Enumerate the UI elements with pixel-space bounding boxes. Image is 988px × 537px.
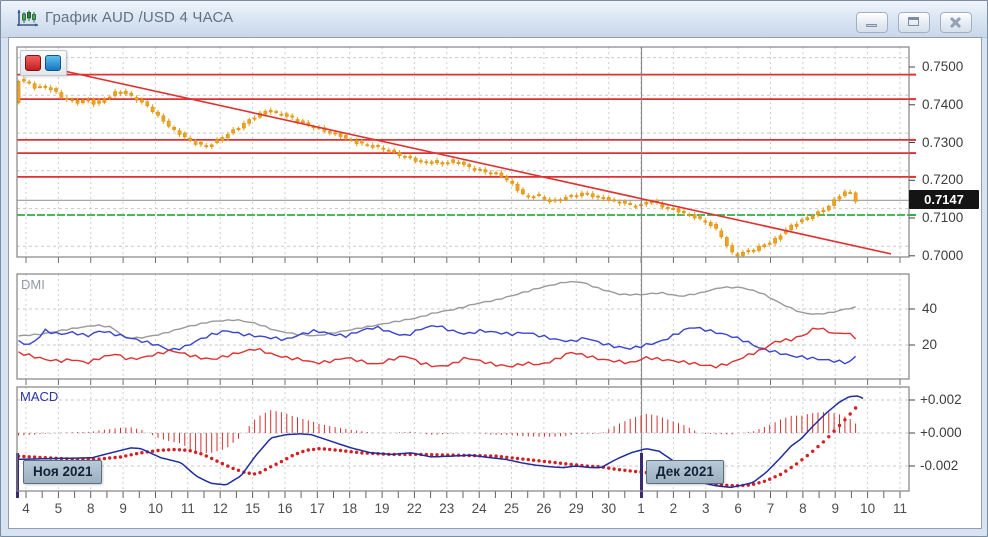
date-label: 8: [86, 501, 95, 516]
date-label: 6: [734, 501, 742, 516]
date-label: 15: [245, 501, 261, 516]
date-label: 12: [212, 501, 228, 516]
price-axis-label: 0.7500: [922, 59, 964, 74]
red-marker-button[interactable]: [25, 55, 41, 71]
price-axis-label: 0.7200: [922, 172, 964, 188]
close-button[interactable]: [940, 12, 972, 33]
date-label: 8: [799, 501, 807, 516]
chart-client-area: [8, 37, 982, 529]
window-title: График AUD /USD 4 ЧАСА: [45, 9, 234, 26]
date-label: 24: [471, 501, 487, 516]
date-label: 25: [504, 501, 520, 516]
dmi-axis-label: 20: [922, 337, 938, 352]
date-label: 22: [406, 501, 422, 516]
macd-axis-label: -0.002: [920, 458, 959, 473]
macd-panel-label: MACD: [20, 389, 59, 404]
date-label: 7: [766, 501, 775, 516]
date-label: 1: [637, 501, 645, 516]
date-label: 9: [119, 501, 127, 516]
current-price-badge: 0.7147: [909, 190, 979, 209]
blue-marker-button[interactable]: [45, 55, 61, 71]
date-label: 4: [22, 501, 30, 516]
macd-axis-label: +0.002: [920, 392, 962, 407]
date-label: 2: [669, 501, 678, 516]
restore-button[interactable]: [898, 12, 930, 33]
date-label: 16: [277, 501, 293, 516]
price-axis-label: 0.7400: [922, 96, 964, 112]
chart-mini-toolbar: [20, 50, 67, 76]
date-label: 9: [831, 501, 839, 516]
date-label: 23: [439, 501, 455, 516]
month-label: Дек 2021: [646, 460, 724, 484]
date-label: 26: [536, 501, 552, 516]
month-label: Ноя 2021: [23, 460, 103, 484]
candlestick-chart-icon: [16, 9, 40, 34]
date-label: 18: [342, 501, 358, 516]
dmi-panel-label: DMI: [21, 277, 45, 292]
date-label: 10: [860, 501, 876, 516]
date-label: 3: [702, 501, 710, 516]
price-axis-label: 0.7300: [922, 134, 964, 150]
date-label: 19: [374, 501, 390, 516]
price-axis-label: 0.7100: [922, 210, 964, 225]
dmi-axis-label: 40: [922, 301, 938, 316]
date-label: 29: [568, 501, 584, 516]
minimize-button[interactable]: [856, 12, 888, 33]
date-label: 17: [309, 501, 325, 516]
date-label: 11: [892, 501, 907, 516]
macd-axis-label: +0.000: [920, 425, 962, 440]
date-label: 5: [54, 501, 63, 516]
date-label: 11: [180, 501, 195, 516]
window-titlebar[interactable]: График AUD /USD 4 ЧАСА: [1, 1, 987, 38]
date-label: 10: [147, 501, 163, 516]
date-label: 30: [601, 501, 617, 516]
price-axis-label: 0.7000: [922, 247, 964, 263]
